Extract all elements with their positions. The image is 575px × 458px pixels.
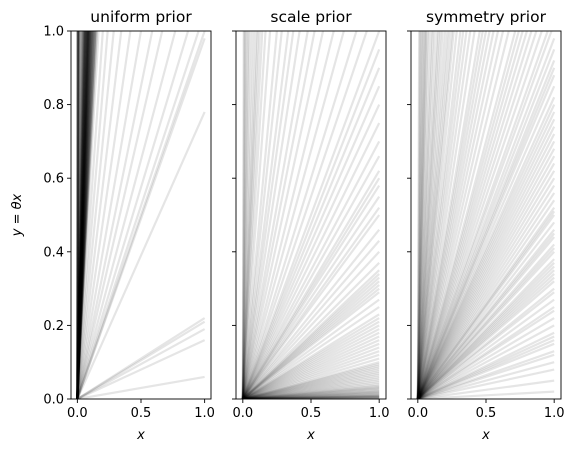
x-tick-label: 0.0 — [67, 406, 88, 421]
series-lines — [77, 31, 204, 399]
y-tick-label: 0.0 — [43, 393, 64, 408]
panel-title: symmetry prior — [426, 8, 547, 26]
x-tick-label: 1.0 — [544, 406, 565, 421]
y-axis-label: y = θx — [10, 193, 25, 237]
chart-panel-3: 0.0 0.5 1.0 symmetry prior x — [407, 8, 565, 443]
chart-panel-1: 0.0 0.5 1.0 0.0 0.2 0.4 0.6 0.8 1.0 uniform prior… — [10, 8, 215, 443]
y-tick-label: 1.0 — [43, 25, 64, 40]
x-tick-label: 0.0 — [232, 406, 253, 421]
x-tick-label: 0.0 — [407, 406, 428, 421]
x-tick-label: 0.5 — [301, 406, 322, 421]
x-tick-label: 1.0 — [369, 406, 390, 421]
series-lines — [243, 31, 379, 399]
x-axis-label: x — [136, 428, 145, 443]
x-axis-label: x — [481, 428, 490, 443]
x-tick-label: 0.5 — [476, 406, 497, 421]
chart-panel-2: 0.0 0.5 1.0 scale prior x — [232, 8, 390, 443]
y-tick-label: 0.2 — [43, 319, 64, 334]
x-axis-label: x — [306, 428, 315, 443]
sample-line-100 — [243, 31, 244, 399]
panel-title: scale prior — [270, 8, 352, 26]
y-tick-label: 0.4 — [43, 245, 64, 260]
panel-title: uniform prior — [90, 8, 192, 26]
x-tick-label: 0.5 — [131, 406, 152, 421]
sample-line-100 — [418, 31, 419, 399]
sample-line-2 — [77, 340, 204, 399]
y-tick-label: 0.8 — [43, 98, 64, 113]
series-lines — [418, 31, 554, 399]
x-tick-label: 1.0 — [194, 406, 215, 421]
y-tick-label: 0.6 — [43, 172, 64, 187]
